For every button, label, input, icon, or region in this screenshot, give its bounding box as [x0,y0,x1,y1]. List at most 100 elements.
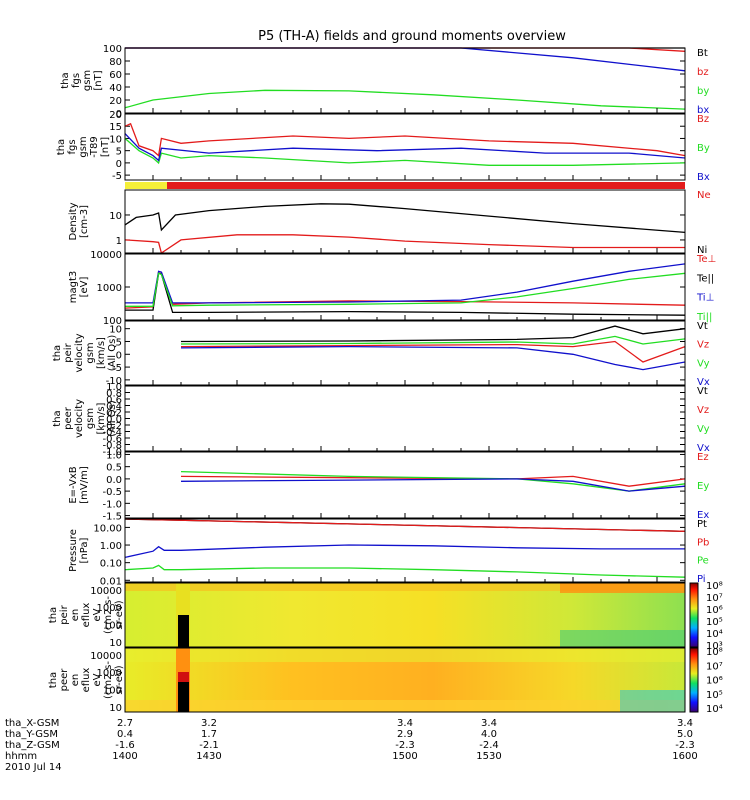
series-line-Pb [124,518,686,532]
y-tick-label: -1.0 [102,447,122,458]
y-tick-label: 0.0 [106,475,122,486]
panel-frame [124,518,686,583]
y-axis-label: tha [52,345,63,361]
series-line-Vx [180,345,686,371]
y-tick-label: 0.5 [106,463,122,474]
y-tick-label: 15 [109,122,122,133]
legend-entry: Vt [697,386,708,397]
y-tick-label: 60 [109,70,122,81]
legend-entry: Pb [697,537,709,548]
y-tick-label: 100 [103,44,122,55]
y-axis-label: peir [63,342,74,362]
y-tick-label: 10000 [90,651,122,662]
ephemeris-value: -2.1 [199,740,219,751]
time-tick-label: 1600 [672,751,697,762]
y-tick-label: 1 [116,236,122,247]
y-tick-label: -1.5 [102,512,122,523]
y-axis-label: [km/s] [96,337,107,369]
y-axis-label: eflux [81,668,92,693]
y-axis-label: [eV] [79,277,90,298]
y-axis-label: [km/s] [96,402,107,434]
series-line-Vz [180,340,686,363]
y-tick-label: 0 [116,109,122,120]
y-tick-label: -0.4 [102,428,122,439]
y-tick-label: 40 [109,83,122,94]
y-tick-label: 0 [116,350,122,361]
legend-entry: Vy [697,358,710,369]
colorbar-tick-label: 10⁷ [706,661,723,672]
y-axis-label: (cm2-s- [103,661,114,699]
y-axis-label: eflux [81,603,92,628]
legend-entry: Pt [697,519,707,530]
series-line-Bx [124,133,686,162]
y-axis-label: sr-eV) [114,665,125,694]
ephemeris-value: 2.9 [397,729,413,740]
y-tick-label: 100 [103,620,122,631]
series-line-Ez [180,475,686,487]
y-tick-label: -10 [106,376,122,387]
ephemeris-value: 1.7 [201,729,217,740]
legend-entry: Vz [697,405,709,416]
legend-entry: Vz [697,340,709,351]
legend-entry: Vy [697,424,710,435]
colorbar-tick-label: 10⁴ [706,629,723,640]
y-tick-label: -0.2 [102,421,122,432]
y-tick-label: 0.01 [100,576,122,587]
colorbar-tick-label: 10⁵ [706,690,723,701]
colorbar-tick-label: 10⁶ [706,676,723,687]
time-axis: tha_X-GSM 2.7 3.2 3.4 3.4 3.4 tha_Y-GSM 0.4 1.7 2… [5,718,698,773]
series-line-Te|| [125,272,686,316]
panel-frame [124,47,686,114]
panel-peir_velocity: -10 -5 0 510 tha peir velocity gsm [km/s] (All Qs… [52,320,710,388]
ephemeris-value: 2.7 [117,718,133,729]
ephemeris-row-label: tha_X-GSM [5,718,59,729]
ephemeris-row-label: tha_Z-GSM [5,740,60,751]
series-line-Ni [124,203,686,234]
ephemeris-value: 0.4 [117,729,133,740]
legend-entry: Ez [697,452,709,463]
y-axis-label: tha [56,139,67,155]
y-tick-label: 0.0 [106,415,122,426]
y-tick-label: 1000 [97,283,122,294]
y-tick-label: 10 [109,325,122,336]
y-tick-label: 0.8 [106,389,122,400]
ephemeris-value: 3.4 [677,718,693,729]
y-axis-label: sr-eV) [114,600,125,629]
legend-entry: Te⊥ [696,254,716,265]
y-axis-label: (cm2-s- [103,596,114,634]
y-axis-label: fgs [71,73,82,88]
series-line-By [124,137,686,166]
y-axis-label: [nT] [100,137,111,157]
y-axis-label: eV [92,608,103,621]
y-axis-label: en [70,674,81,687]
y-axis-label: magt3 [68,271,79,304]
legend-entry: Ti⊥ [696,293,714,304]
ephemeris-value: 5.0 [677,729,693,740]
y-axis-label: [cm-3] [79,205,90,238]
ephemeris-value: -1.6 [115,740,135,751]
y-axis-label: Density [68,202,79,240]
legend-entry: Bz [697,114,709,125]
y-tick-label: 0.10 [100,559,122,570]
mode-flag-bar [125,182,685,189]
y-tick-label: 10 [109,211,122,222]
y-tick-label: 0.4 [106,402,122,413]
colorbar-peer: 10⁴ 10⁵ 10⁶ 10⁷ 10⁸ [689,647,723,715]
y-axis-label: peer [59,668,70,692]
y-axis-label: velocity [74,399,85,438]
series-line-Ne [124,234,685,255]
series-line-bx [125,47,686,72]
y-axis-label: eV [92,673,103,686]
y-axis-label: -T89 [89,136,100,158]
legend-entry: Vt [697,321,708,332]
legend-entry: Te|| [696,273,714,284]
time-tick-label: 1500 [392,751,417,762]
colorbar-tick-label: 10⁷ [706,593,723,604]
y-tick-label: 10.00 [93,523,122,534]
legend-entry: Bx [697,172,710,183]
y-tick-label: 100 [103,316,122,327]
y-tick-label: 20 [109,110,122,121]
ephemeris-value: 3.2 [201,718,217,729]
